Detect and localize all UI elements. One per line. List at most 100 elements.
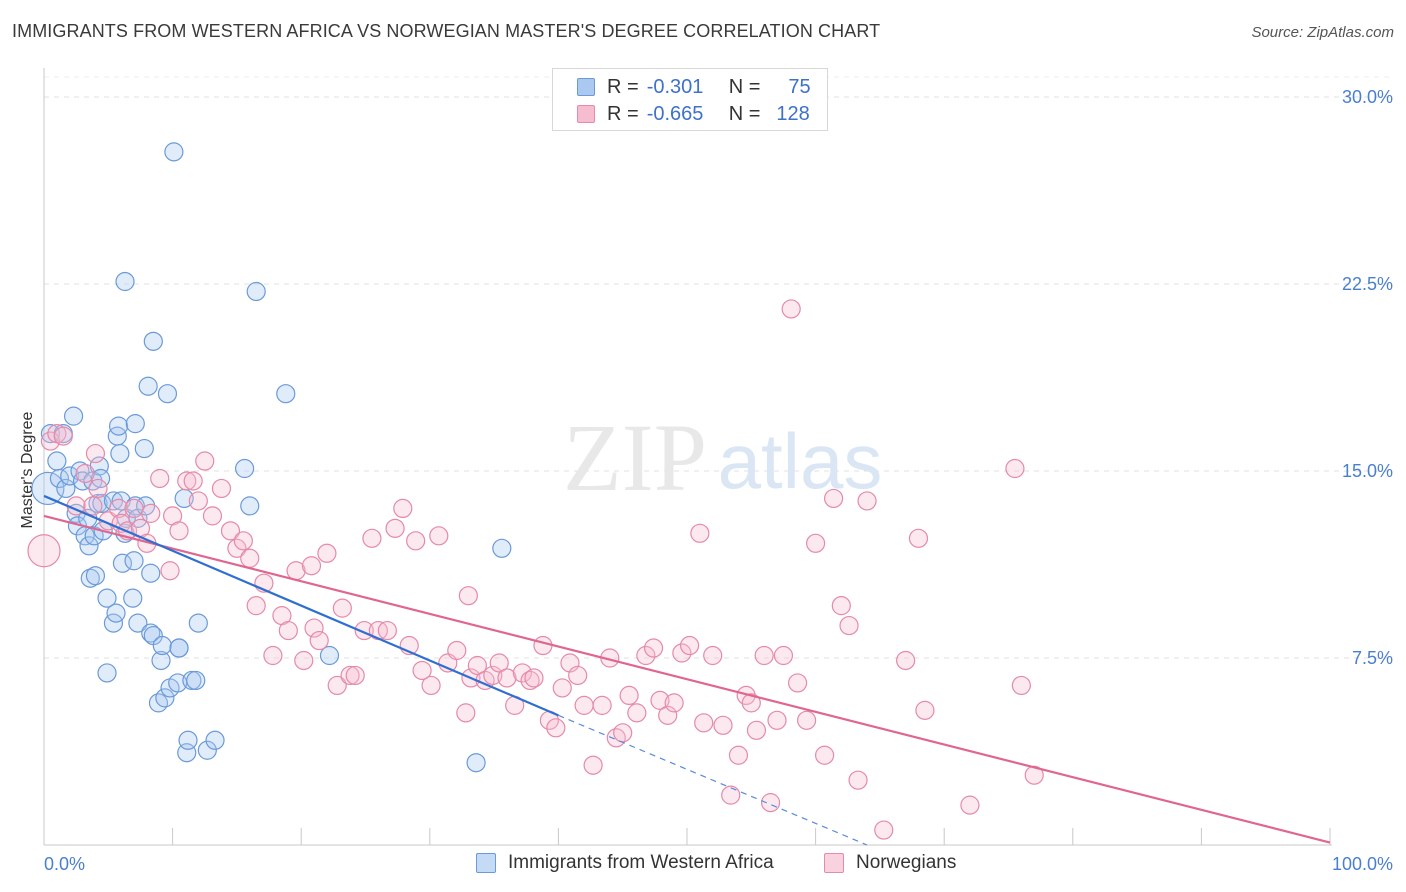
chart-title: IMMIGRANTS FROM WESTERN AFRICA VS NORWEG… bbox=[12, 21, 881, 41]
point-norwegians bbox=[27, 534, 61, 568]
point-norwegians bbox=[421, 675, 441, 696]
point-norwegians bbox=[606, 728, 626, 748]
point-norwegians bbox=[83, 496, 103, 516]
point-norwegians bbox=[1011, 675, 1031, 696]
point-norwegians bbox=[202, 506, 223, 526]
legend-item-immigrants[interactable]: Immigrants from Western Africa bbox=[476, 852, 774, 874]
point-immigrants bbox=[240, 496, 260, 516]
point-norwegians bbox=[636, 645, 656, 666]
point-immigrants bbox=[134, 438, 154, 459]
point-immigrants bbox=[178, 730, 198, 750]
legend-swatch-pink bbox=[577, 105, 595, 123]
point-immigrants bbox=[492, 538, 512, 558]
point-immigrants bbox=[124, 551, 144, 571]
point-norwegians bbox=[456, 703, 476, 723]
point-immigrants bbox=[155, 688, 175, 708]
point-immigrants bbox=[143, 331, 163, 351]
point-norwegians bbox=[781, 299, 801, 319]
point-norwegians bbox=[246, 596, 266, 616]
point-norwegians bbox=[613, 723, 633, 743]
legend-n-value: 128 bbox=[776, 102, 810, 125]
point-immigrants bbox=[148, 693, 169, 713]
point-norwegians bbox=[489, 653, 509, 673]
y-tick-label: 30.0% bbox=[1342, 87, 1393, 107]
trend-line-norwegians bbox=[43, 514, 1331, 844]
legend-r-value: -0.665 bbox=[646, 102, 704, 125]
legend-swatch-pink bbox=[824, 853, 844, 873]
point-norwegians bbox=[447, 640, 467, 661]
point-norwegians bbox=[278, 620, 298, 641]
point-norwegians bbox=[896, 650, 916, 671]
trend-line-immigrants bbox=[43, 494, 559, 717]
point-immigrants bbox=[56, 478, 76, 499]
point-norwegians bbox=[75, 463, 95, 484]
gridlines bbox=[44, 76, 1392, 659]
point-norwegians bbox=[824, 488, 844, 509]
point-norwegians bbox=[524, 668, 544, 688]
point-immigrants bbox=[112, 553, 133, 573]
point-norwegians bbox=[664, 693, 684, 713]
point-immigrants bbox=[157, 384, 178, 404]
point-norwegians bbox=[240, 548, 260, 568]
point-norwegians bbox=[211, 478, 232, 499]
point-norwegians bbox=[574, 695, 594, 715]
point-norwegians bbox=[263, 645, 283, 666]
series-immigrants-points bbox=[31, 142, 512, 773]
legend-row-immigrants: R = -0.301 N = 75 bbox=[577, 76, 811, 98]
point-immigrants bbox=[152, 635, 172, 656]
point-norwegians bbox=[619, 685, 639, 706]
point-immigrants bbox=[164, 142, 184, 162]
watermark-zip: ZIP bbox=[563, 404, 707, 511]
point-norwegians bbox=[406, 531, 426, 551]
point-immigrants bbox=[151, 650, 171, 671]
point-immigrants bbox=[235, 458, 255, 479]
point-norwegians bbox=[317, 543, 337, 563]
watermark-atlas: atlas bbox=[718, 417, 883, 505]
point-norwegians bbox=[177, 471, 197, 491]
point-norwegians bbox=[915, 700, 935, 720]
watermark: ZIP atlas bbox=[563, 404, 882, 511]
legend-swatch-blue bbox=[577, 78, 595, 96]
point-immigrants bbox=[85, 566, 106, 586]
series-legend: Immigrants from Western Africa Norwegian… bbox=[0, 852, 1406, 878]
point-immigrants bbox=[84, 526, 104, 546]
legend-n-label: N = bbox=[728, 102, 761, 125]
point-immigrants bbox=[123, 588, 143, 608]
point-norwegians bbox=[195, 451, 215, 471]
point-norwegians bbox=[160, 561, 180, 581]
point-norwegians bbox=[309, 630, 329, 651]
point-immigrants bbox=[63, 406, 84, 426]
point-norwegians bbox=[728, 745, 749, 765]
point-norwegians bbox=[679, 635, 700, 656]
point-norwegians bbox=[467, 655, 487, 676]
point-norwegians bbox=[650, 690, 670, 710]
point-norwegians bbox=[592, 695, 612, 715]
point-norwegians bbox=[746, 720, 767, 740]
trend-lines bbox=[43, 494, 1331, 846]
point-immigrants bbox=[276, 384, 296, 404]
point-immigrants bbox=[60, 466, 80, 486]
point-norwegians bbox=[85, 443, 106, 464]
point-immigrants bbox=[106, 603, 126, 623]
point-immigrants bbox=[466, 753, 486, 773]
point-norwegians bbox=[672, 643, 692, 663]
point-immigrants bbox=[186, 670, 206, 691]
point-norwegians bbox=[760, 793, 781, 813]
point-norwegians bbox=[848, 770, 868, 790]
point-immigrants bbox=[138, 376, 158, 396]
x-tick-label-max: 100.0% bbox=[1332, 854, 1393, 874]
point-norwegians bbox=[874, 820, 894, 840]
legend-n-label: N = bbox=[728, 75, 761, 98]
point-norwegians bbox=[721, 785, 741, 805]
point-immigrants bbox=[80, 568, 100, 588]
point-norwegians bbox=[40, 431, 61, 451]
legend-item-norwegians[interactable]: Norwegians bbox=[824, 852, 956, 874]
point-norwegians bbox=[960, 795, 980, 815]
point-norwegians bbox=[188, 491, 208, 511]
point-norwegians bbox=[815, 745, 835, 765]
point-immigrants bbox=[197, 740, 217, 760]
point-norwegians bbox=[831, 596, 851, 616]
y-tick-label: 7.5% bbox=[1352, 648, 1393, 668]
y-tick-label: 15.0% bbox=[1342, 461, 1393, 481]
source-credit: Source: ZipAtlas.com bbox=[1251, 24, 1394, 41]
